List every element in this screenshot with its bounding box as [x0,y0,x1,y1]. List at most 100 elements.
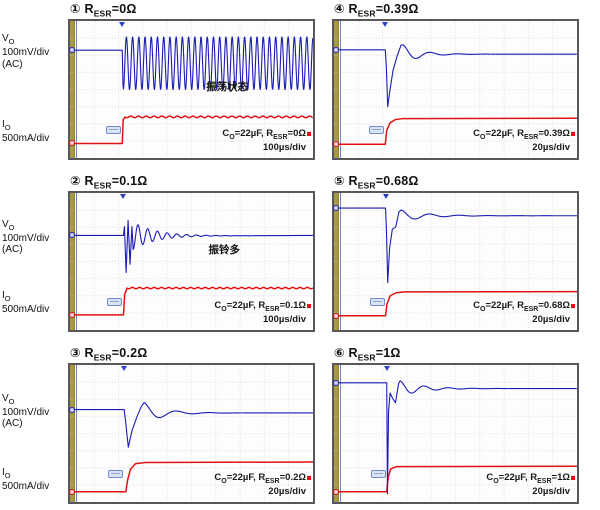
graticule-left-stripe [334,365,339,502]
channel-name: IO [2,467,11,481]
caption-timebase: 100µs/div [263,142,306,154]
vo-channel-marker-icon [69,47,75,54]
graticule-left-stripe [70,193,75,330]
scope-caption: CO=22µF, RESR=0.68Ω 20µs/div [473,300,570,327]
graticule-left-stripe [334,193,339,330]
channel-label: IO 500mA/div [2,290,66,316]
io-channel-marker-icon [333,488,339,495]
scope-caption: CO=22µF, RESR=0.39Ω 20µs/div [473,128,570,155]
panel-3: ③ RESR=0.2Ω CO=22µF, RESR=0.2Ω 20µs/div [68,345,315,504]
trigger-badge [106,126,122,135]
trigger-position-icon [120,194,127,199]
trigger-position-icon [383,366,390,371]
panel-2: ② RESR=0.1Ω 振铃多 CO=22µF, RESR=0.1Ω 100µs… [68,173,315,332]
right-edge-marker-icon [307,475,311,480]
waveform-plot [334,365,577,502]
scope-screen: CO=22µF, RESR=1Ω 20µs/div [332,363,579,504]
graticule-left-stripe [334,21,339,158]
panel-title: ⑥ RESR=1Ω [334,346,401,363]
trace-io [334,292,577,316]
caption-conditions: CO=22µF, RESR=0.68Ω [473,299,570,313]
trigger-badge [107,298,123,307]
channel-coupling: (AC) [2,244,23,256]
channel-name: VO [2,33,15,47]
waveform-plot [334,21,577,158]
io-channel-marker-icon [69,140,75,147]
trigger-position-icon [382,22,389,27]
trace-vo [334,45,577,107]
right-edge-marker-icon [571,475,575,480]
right-edge-marker-icon [571,303,575,308]
graticule-left-line [76,365,77,502]
vo-channel-marker-icon [333,379,339,386]
graticule-left-stripe [70,365,75,502]
waveform-plot [334,193,577,330]
channel-scale: 100mV/div [2,406,50,418]
channel-name: IO [2,119,11,133]
io-channel-marker-icon [69,311,75,318]
trace-io [334,466,577,491]
channel-coupling: (AC) [2,418,23,430]
trigger-position-icon [121,366,128,371]
trigger-badge [369,298,385,307]
caption-conditions: CO=22µF, RESR=0.1Ω [214,299,306,313]
caption-conditions: CO=22µF, RESR=0Ω [222,127,306,141]
trace-io [334,118,577,144]
caption-timebase: 20µs/div [268,486,306,498]
channel-name: IO [2,290,11,304]
panel-1: ① RESR=0Ω 振荡状态 CO=22µF, RESR=0Ω 100µs/di… [68,1,315,160]
channel-scale: 100mV/div [2,46,50,58]
caption-timebase: 100µs/div [263,314,306,326]
channel-label: VO 100mV/div (AC) [2,393,66,430]
scope-screen: CO=22µF, RESR=0.39Ω 20µs/div [332,19,579,160]
graticule-left-line [340,21,341,158]
scope-caption: CO=22µF, RESR=1Ω 20µs/div [486,472,570,499]
caption-conditions: CO=22µF, RESR=1Ω [486,471,570,485]
right-edge-marker-icon [307,131,311,136]
panel-title: ④ RESR=0.39Ω [334,2,419,19]
channel-coupling: (AC) [2,58,23,70]
channel-scale: 500mA/div [2,304,50,316]
right-edge-marker-icon [307,303,311,308]
trigger-badge [108,470,124,479]
io-channel-marker-icon [333,141,339,148]
waveform-plot [70,365,313,502]
channel-scale: 500mA/div [2,132,50,144]
channel-name: VO [2,218,15,232]
channel-label: VO 100mV/div (AC) [2,219,66,256]
channel-label: IO 500mA/div [2,119,66,145]
caption-conditions: CO=22µF, RESR=0.39Ω [473,127,570,141]
panel-5: ⑤ RESR=0.68Ω CO=22µF, RESR=0.68Ω 20µs/di… [332,173,579,332]
panel-title: ⑤ RESR=0.68Ω [334,174,419,191]
trigger-position-icon [119,22,126,27]
scope-screen: CO=22µF, RESR=0.68Ω 20µs/div [332,191,579,332]
trace-vo [334,208,577,283]
graticule-left-line [340,193,341,330]
caption-conditions: CO=22µF, RESR=0.2Ω [214,471,306,485]
caption-timebase: 20µs/div [532,142,570,154]
scope-caption: CO=22µF, RESR=0Ω 100µs/div [222,128,306,155]
caption-timebase: 20µs/div [532,486,570,498]
graticule-left-line [76,21,77,158]
trigger-position-icon [382,194,389,199]
trace-vo [70,220,313,272]
waveform-annotation: 振铃多 [208,244,241,257]
waveform-plot [70,193,313,330]
trigger-badge [369,126,385,135]
channel-scale: 500mA/div [2,481,50,493]
right-edge-marker-icon [571,131,575,136]
caption-timebase: 20µs/div [532,314,570,326]
graticule-left-line [76,193,77,330]
vo-channel-marker-icon [333,205,339,212]
waveform-annotation: 振荡状态 [206,80,249,93]
scope-screen: 振荡状态 CO=22µF, RESR=0Ω 100µs/div [68,19,315,160]
panel-4: ④ RESR=0.39Ω CO=22µF, RESR=0.39Ω 20µs/di… [332,1,579,160]
channel-name: VO [2,392,15,406]
panel-6: ⑥ RESR=1Ω CO=22µF, RESR=1Ω 20µs/div [332,345,579,504]
scope-screen: 振铃多 CO=22µF, RESR=0.1Ω 100µs/div [68,191,315,332]
trace-io [70,116,313,143]
vo-channel-marker-icon [333,46,339,53]
graticule-left-stripe [70,21,75,158]
scope-caption: CO=22µF, RESR=0.2Ω 20µs/div [214,472,306,499]
